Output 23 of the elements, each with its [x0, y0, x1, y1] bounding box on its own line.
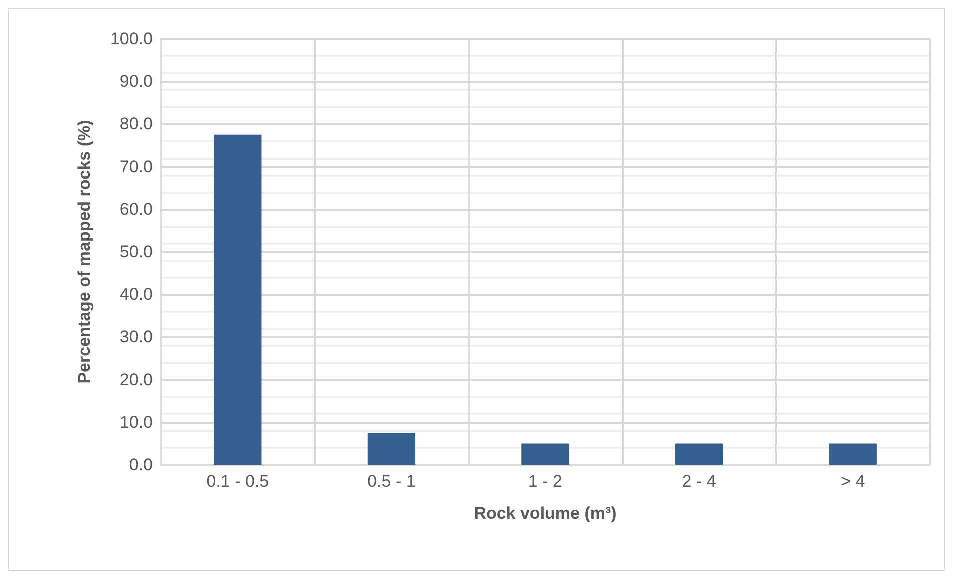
y-tick-label: 100.0: [110, 30, 153, 48]
y-tick-label: 70.0: [120, 157, 153, 176]
x-tick-label: 1 - 2: [528, 472, 563, 491]
x-axis-title: Rock volume (m³): [474, 504, 617, 523]
y-tick-label: 50.0: [120, 242, 153, 262]
y-tick-label: 10.0: [120, 412, 153, 432]
bar: [522, 444, 570, 465]
bar: [214, 134, 262, 465]
bar: [675, 444, 724, 465]
bar: [829, 444, 877, 465]
y-axis-title: Percentage of mapped rocks (%): [75, 120, 94, 384]
y-tick-label: 90.0: [120, 72, 153, 92]
y-tick-label: 0.0: [129, 456, 153, 474]
x-tick-label: 2 - 4: [682, 472, 716, 491]
x-tick-label: > 4: [841, 472, 866, 491]
y-tick-label: 80.0: [120, 114, 153, 134]
x-tick-label: 0.1 - 0.5: [206, 472, 270, 491]
y-tick-label: 60.0: [120, 200, 153, 219]
y-tick-label: 20.0: [120, 370, 153, 390]
bar: [368, 433, 416, 465]
y-tick-label: 40.0: [120, 285, 153, 304]
y-tick-label: 30.0: [120, 328, 153, 347]
x-tick-label: 0.5 - 1: [368, 472, 416, 491]
